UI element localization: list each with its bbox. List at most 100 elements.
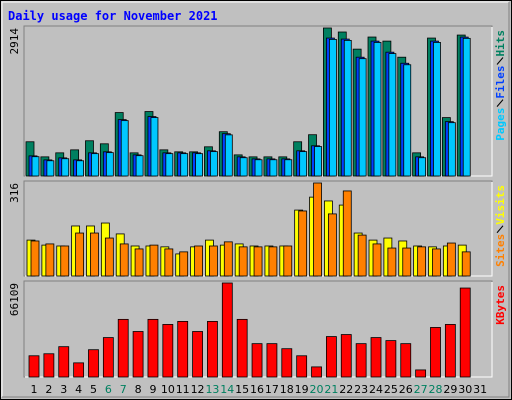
bar: [61, 158, 70, 177]
legend-label: Files: [494, 66, 507, 99]
bar: [239, 157, 248, 177]
bar: [447, 122, 456, 177]
bar: [342, 190, 352, 277]
x-tick-label: 30: [458, 383, 472, 396]
bar: [253, 246, 263, 277]
x-tick-label: 23: [354, 383, 368, 396]
bar: [150, 117, 159, 177]
x-tick-label: 14: [220, 383, 234, 396]
x-tick-label: 8: [135, 383, 142, 396]
bar: [223, 241, 233, 277]
x-tick-label: 18: [280, 383, 294, 396]
x-tick-label: 9: [149, 383, 156, 396]
bar: [209, 245, 218, 277]
legend-label: Visits: [494, 185, 507, 225]
x-tick-label: 11: [176, 383, 190, 396]
bar: [432, 248, 441, 277]
legend-label: Hits: [494, 30, 507, 57]
bar: [372, 243, 382, 277]
bar: [104, 237, 114, 277]
bar: [76, 160, 85, 177]
x-tick-label: 19: [295, 383, 309, 396]
bar: [415, 369, 427, 378]
bar: [91, 153, 99, 177]
legend-separator: [496, 57, 504, 65]
bar: [355, 343, 367, 378]
bar: [236, 318, 248, 378]
bar: [58, 346, 70, 378]
bar: [73, 362, 85, 378]
bar: [207, 321, 218, 378]
bar: [102, 337, 114, 378]
bar: [43, 353, 55, 378]
bar: [135, 155, 144, 177]
y-tick-label: 66109: [8, 283, 21, 316]
bar: [238, 246, 248, 277]
bar: [60, 245, 70, 277]
x-tick-label: 1: [31, 383, 38, 396]
bar: [88, 349, 99, 378]
x-tick-label: 17: [265, 383, 279, 396]
bar: [210, 151, 218, 177]
x-tick-label: 5: [90, 383, 97, 396]
bar: [224, 134, 233, 177]
bar: [357, 234, 367, 277]
bar: [165, 153, 174, 177]
bar: [340, 334, 352, 378]
legend-separator: [496, 99, 504, 107]
bar: [283, 245, 293, 277]
bar: [192, 331, 203, 378]
bar: [284, 159, 293, 177]
bar: [177, 321, 189, 378]
x-tick-label: 25: [384, 383, 398, 396]
bar: [358, 58, 367, 177]
x-tick-label: 20: [310, 383, 324, 396]
bar: [325, 336, 337, 378]
bar: [254, 159, 263, 177]
bar: [400, 343, 412, 378]
bar: [251, 343, 263, 378]
bar: [132, 331, 144, 378]
bar: [418, 157, 427, 177]
bar: [269, 159, 278, 177]
x-tick-label: 26: [399, 383, 413, 396]
x-tick-label: 22: [339, 383, 353, 396]
bar: [343, 39, 352, 177]
x-tick-label: 6: [105, 383, 112, 396]
bar: [370, 337, 382, 378]
bar: [180, 153, 189, 177]
bar: [314, 146, 322, 177]
legend-label: Pages: [494, 108, 507, 141]
bar: [30, 240, 40, 277]
x-tick-label: 10: [161, 383, 175, 396]
y-tick-label: 2914: [8, 28, 21, 55]
x-tick-label: 24: [369, 383, 383, 396]
bar: [45, 243, 55, 277]
bar: [433, 42, 441, 177]
x-tick-label: 15: [235, 383, 249, 396]
bar: [462, 37, 471, 177]
y-tick-label: 316: [8, 183, 21, 203]
bar: [430, 327, 441, 378]
bar: [388, 53, 397, 177]
bar: [444, 324, 456, 378]
bar: [402, 247, 412, 277]
bar: [311, 366, 322, 378]
bar: [194, 245, 203, 277]
chart-title: Daily usage for November 2021: [8, 9, 218, 23]
bar: [28, 355, 40, 378]
bar: [385, 340, 397, 378]
bar: [31, 156, 40, 177]
bar: [313, 182, 322, 277]
x-tick-label: 21: [324, 383, 338, 396]
legend-separator: [496, 225, 504, 234]
bar: [281, 348, 293, 378]
x-tick-label: 7: [120, 383, 127, 396]
x-tick-label: 27: [414, 383, 428, 396]
bar: [387, 247, 397, 277]
bar: [179, 251, 189, 277]
bar: [459, 287, 471, 378]
